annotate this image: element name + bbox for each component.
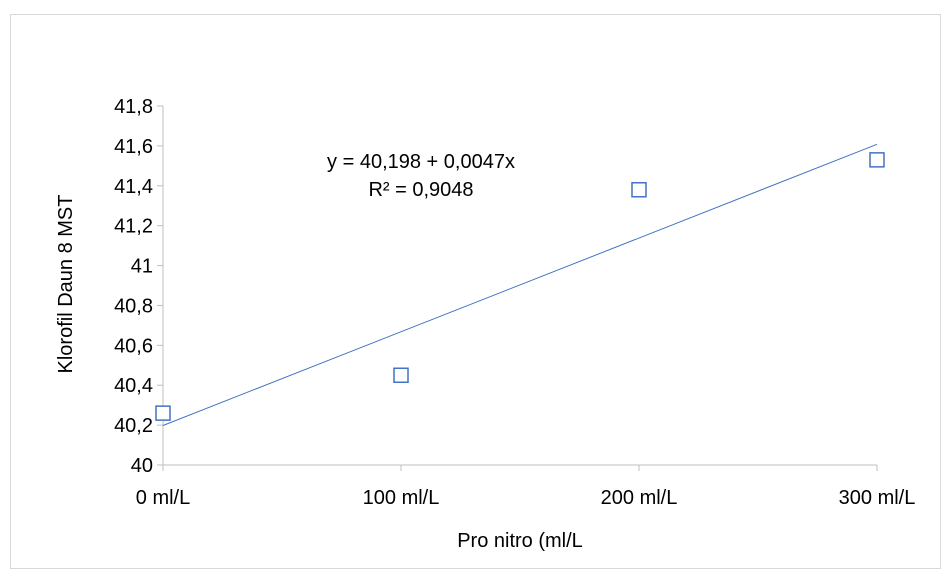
y-tick-label: 40,4 [114,375,153,397]
trendline-equation: y = 40,198 + 0,0047x [327,151,515,173]
trendline-group [162,143,878,426]
data-point [155,405,171,421]
y-tick-label: 41 [131,256,153,278]
x-axis-title: Pro nitro (ml/L [457,530,583,552]
y-tick-label: 40,6 [114,335,153,357]
x-tick-label: 300 ml/L [839,487,916,509]
y-tick-label: 41,2 [114,216,153,238]
x-tick-labels: 0 ml/L 100 ml/L 200 ml/L 300 ml/L [136,465,916,509]
x-tick-label: 0 ml/L [136,487,190,509]
chart-frame [10,14,941,569]
data-point [631,182,647,198]
y-tick-label: 41,6 [114,136,153,158]
y-tick-label: 41,4 [114,176,153,198]
data-point [869,152,885,168]
y-tick-labels: 40 40,2 40,4 40,6 40,8 41 41,2 41,4 41,6 41,8 [114,96,163,477]
x-tick-label: 200 ml/L [601,487,678,509]
y-tick-label: 40 [131,455,153,477]
y-axis-title: Klorofil Daun 8 MST [55,195,77,374]
y-tick-label: 40,8 [114,295,153,317]
y-tick-label: 41,8 [114,96,153,118]
y-tick-label: 40,2 [114,415,153,437]
trendline [162,143,878,426]
trendline-r2: R² = 0,9048 [368,179,473,201]
x-tick-label: 100 ml/L [363,487,440,509]
data-point [393,367,409,383]
data-points [155,152,885,421]
